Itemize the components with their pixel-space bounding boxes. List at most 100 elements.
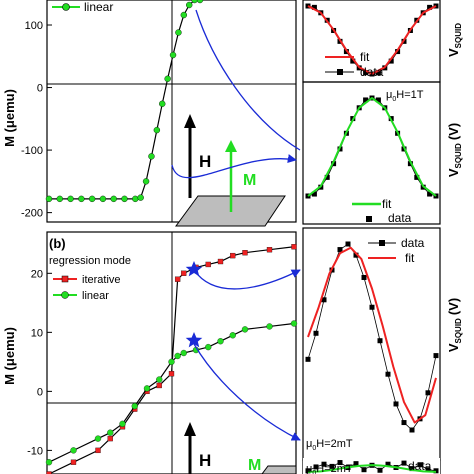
data-point	[375, 97, 381, 103]
data-point	[427, 191, 433, 197]
data-point	[345, 241, 351, 247]
panel-a: -200 -100 0 100 linear H M	[21, 0, 297, 227]
panel-b-plot	[45, 244, 298, 474]
connector-arrow	[193, 343, 301, 441]
data-point	[181, 270, 187, 276]
data-point	[401, 460, 407, 466]
data-point	[45, 195, 53, 203]
data-point	[363, 97, 369, 103]
data-point	[143, 385, 151, 392]
panel-a-y-ticks: -200 -100 0 100	[21, 20, 52, 220]
data-point	[196, 0, 204, 4]
sub-panel-3-plot	[305, 241, 439, 433]
panel-b-tag: (b)	[49, 236, 66, 251]
data-point	[266, 323, 273, 330]
data-point	[159, 100, 166, 108]
data-point	[119, 420, 126, 427]
legend-label-linear-b: linear	[82, 290, 109, 302]
h-field-label: H	[199, 152, 211, 171]
sub-panel-2-plot	[305, 95, 439, 199]
panel-b-legend: iterative linear	[53, 274, 121, 302]
data-point	[137, 194, 144, 201]
data-point	[107, 429, 114, 436]
m-vector-label: M	[243, 172, 256, 189]
data-point	[433, 353, 439, 359]
data-point	[180, 349, 187, 357]
data-point	[230, 252, 236, 259]
sub-panel-3: data fit μ0H=2mT VSQUID(V)	[302, 227, 463, 461]
sub-panel-2-frame	[302, 81, 441, 225]
data-point	[329, 463, 335, 469]
data-point	[110, 195, 117, 203]
field-label-3: μ0H=2mT	[306, 438, 353, 452]
data-point	[375, 70, 381, 76]
data-point	[337, 460, 343, 466]
connector-arrow	[195, 9, 301, 151]
data-point	[350, 58, 356, 64]
data-point	[56, 195, 63, 203]
data-point	[241, 326, 249, 333]
data-point	[180, 11, 188, 19]
legend-marker-linear	[62, 3, 70, 11]
blue-star-markers	[185, 261, 203, 348]
data-point	[388, 58, 394, 64]
legend-marker-data-3	[379, 240, 385, 246]
data-point	[169, 51, 177, 59]
data-point	[242, 250, 248, 256]
sub-panel-2-legend: fit data	[352, 197, 412, 225]
data-point	[67, 195, 74, 203]
sample-plate-b	[261, 465, 297, 474]
y-axis-label-bottom: M (μemu)	[2, 327, 17, 385]
data-point	[153, 126, 161, 134]
data-point	[393, 401, 399, 407]
sub-panel-3-frame	[302, 227, 441, 461]
data-point	[205, 261, 211, 268]
data-point	[168, 358, 175, 366]
y-tick-label: -100	[21, 145, 43, 157]
legend-label-fit-1: fit	[360, 50, 370, 64]
panel-b: -10 0 10 20 (b) regression mode iterative l…	[27, 231, 298, 474]
legend-marker-linear-b	[61, 291, 69, 299]
panel-b-y-ticks: -10 0 10 20	[27, 268, 52, 457]
data-point	[156, 382, 162, 389]
data-point	[425, 467, 431, 473]
data-point	[353, 461, 359, 467]
data-point	[95, 447, 101, 454]
data-point	[311, 4, 317, 10]
data-point	[132, 195, 139, 203]
data-point	[45, 459, 53, 466]
y-tick-label: 100	[25, 20, 43, 32]
data-point	[291, 244, 297, 250]
data-point	[156, 376, 163, 383]
panel-b-legend-title: regression mode	[49, 255, 131, 267]
data-point	[168, 371, 175, 377]
data-point	[361, 274, 367, 280]
data-point	[290, 320, 298, 327]
legend-marker-data-2	[366, 216, 372, 222]
m-vector-label-b: M	[248, 457, 261, 474]
data-point	[99, 195, 107, 203]
series-line-fit	[307, 5, 437, 75]
data-point	[361, 467, 367, 473]
data-point	[414, 174, 420, 180]
y-tick-label: 0	[37, 386, 43, 398]
sub-panel-2: μ0H=1T fit data VSQUID(V)	[302, 81, 463, 225]
data-point	[305, 468, 311, 474]
sub-panel-1-plot	[305, 3, 439, 77]
data-point	[353, 252, 359, 258]
legend-marker-iterative	[61, 275, 69, 283]
data-point	[337, 247, 343, 253]
y-tick-label: -10	[27, 445, 43, 457]
data-point	[174, 352, 181, 360]
panel-b-inset: H M	[184, 422, 297, 474]
y-tick-label: 20	[31, 268, 43, 280]
m-vector-arrowhead	[225, 140, 237, 152]
h-field-arrowhead	[184, 114, 196, 128]
data-point	[142, 178, 150, 185]
connector-arrow	[193, 269, 301, 290]
data-point	[417, 462, 423, 468]
h-field-arrowhead-b	[184, 422, 196, 436]
data-point	[88, 195, 96, 203]
star-marker	[185, 261, 203, 277]
data-point	[229, 332, 236, 339]
